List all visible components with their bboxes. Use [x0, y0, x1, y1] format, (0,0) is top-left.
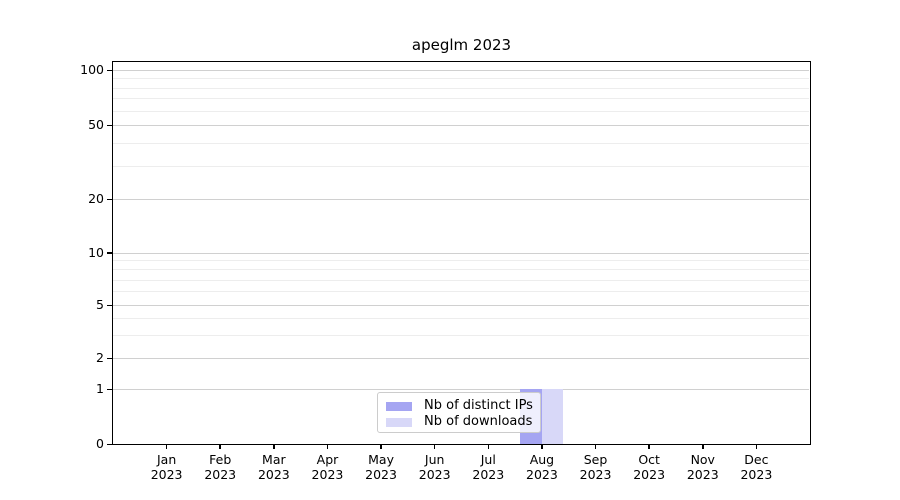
x-axis-tick: [219, 444, 221, 449]
x-axis-label-year: 2023: [204, 467, 237, 482]
y-axis-label: 1: [96, 381, 104, 396]
x-axis-label-year: 2023: [740, 467, 773, 482]
y-axis-label: 0: [96, 436, 104, 451]
y-axis-tick: [107, 198, 113, 200]
y-axis-tick: [107, 357, 113, 359]
x-axis-label-year: 2023: [150, 467, 183, 482]
major-gridline: [113, 199, 809, 200]
x-axis-label: Jan 2023: [135, 452, 199, 482]
x-axis-label: Jul 2023: [456, 452, 520, 482]
x-axis-label-year: 2023: [686, 467, 719, 482]
x-axis-label-month: Aug: [529, 452, 555, 467]
x-axis-tick: [326, 444, 329, 449]
x-axis-label-month: May: [368, 452, 394, 467]
major-gridline: [113, 252, 809, 254]
legend-swatch-distinct-ips: [386, 401, 412, 411]
x-axis-label-month: Dec: [744, 452, 769, 467]
y-axis-label: 10: [88, 244, 104, 260]
major-gridline: [113, 358, 809, 359]
x-axis-label-year: 2023: [472, 467, 505, 482]
minor-gridline: [113, 260, 809, 262]
chart-title: apeglm 2023: [411, 36, 512, 54]
y-axis-tick: [107, 304, 113, 306]
x-axis-label-month: Nov: [690, 452, 715, 467]
x-axis-label: Jun 2023: [403, 452, 467, 482]
major-gridline: [113, 389, 809, 390]
x-axis-label: Nov 2023: [671, 452, 735, 482]
x-axis-label: Feb 2023: [188, 452, 252, 482]
y-axis-label: 5: [96, 297, 104, 312]
x-axis-tick: [487, 444, 490, 449]
x-axis-tick: [594, 444, 597, 449]
legend-entry-downloads: Nb of downloads: [386, 414, 532, 430]
minor-gridline: [113, 279, 809, 281]
minor-gridline: [113, 317, 809, 319]
minor-gridline: [113, 87, 809, 89]
legend-label-distinct-ips: Nb of distinct IPs: [424, 398, 533, 413]
x-axis-label: May 2023: [349, 452, 413, 482]
x-axis-label: Mar 2023: [242, 452, 306, 482]
x-axis-tick: [165, 444, 168, 449]
x-axis-label: Dec 2023: [724, 452, 788, 482]
legend-label-downloads: Nb of downloads: [424, 414, 533, 429]
minor-gridline: [113, 291, 809, 293]
major-gridline: [113, 70, 809, 71]
minor-gridline: [113, 269, 809, 271]
x-axis-tick: [755, 444, 758, 449]
legend-swatch-downloads: [386, 417, 412, 427]
x-axis-tick: [702, 444, 704, 449]
x-axis-label-month: Jan: [156, 452, 177, 467]
minor-gridline: [113, 166, 809, 168]
plot-frame: [112, 61, 811, 445]
y-axis-tick: [107, 443, 113, 445]
x-axis-label-month: Apr: [316, 452, 339, 467]
minor-gridline: [113, 98, 809, 100]
x-axis-label-month: Jun: [424, 452, 445, 467]
bar-downloads: [541, 389, 564, 444]
x-axis-tick: [541, 444, 543, 449]
x-axis-label: Apr 2023: [295, 452, 359, 482]
y-axis-tick: [107, 124, 113, 126]
y-axis-tick: [107, 69, 113, 71]
x-axis-label-year: 2023: [257, 467, 290, 482]
x-axis-label-month: Jul: [480, 452, 496, 467]
x-axis-label: Oct 2023: [617, 452, 681, 482]
y-axis-label: 50: [88, 117, 104, 132]
minor-gridline: [113, 143, 809, 145]
x-axis-label-year: 2023: [579, 467, 612, 482]
x-axis-label-year: 2023: [526, 467, 558, 482]
x-axis-tick: [648, 444, 650, 449]
x-axis-label-month: Sep: [583, 452, 608, 467]
x-axis-label-year: 2023: [311, 467, 344, 482]
x-axis-label: Aug 2023: [510, 452, 574, 482]
minor-gridline: [113, 110, 809, 112]
x-axis-label-year: 2023: [633, 467, 666, 482]
x-axis-label-month: Feb: [209, 452, 232, 467]
x-axis-label-month: Mar: [262, 452, 286, 467]
y-axis-tick: [107, 388, 113, 390]
x-axis-label: Sep 2023: [564, 452, 628, 482]
x-axis-tick: [273, 444, 275, 449]
major-gridline: [113, 125, 809, 126]
y-axis-label: 100: [80, 62, 104, 77]
minor-gridline: [113, 334, 809, 336]
x-axis-label-year: 2023: [365, 467, 397, 482]
y-axis-label: 20: [88, 191, 104, 206]
y-axis-label: 2: [96, 350, 104, 365]
y-axis-tick: [107, 252, 113, 254]
x-axis-label-year: 2023: [418, 467, 451, 482]
legend-entry-distinct-ips: Nb of distinct IPs: [386, 398, 533, 414]
major-gridline: [113, 305, 809, 306]
minor-gridline: [113, 78, 809, 80]
x-axis-label-month: Oct: [638, 452, 660, 467]
x-axis-tick: [380, 444, 382, 449]
chart-legend: Nb of distinct IPs Nb of downloads: [377, 392, 541, 433]
x-axis-tick: [433, 444, 436, 449]
